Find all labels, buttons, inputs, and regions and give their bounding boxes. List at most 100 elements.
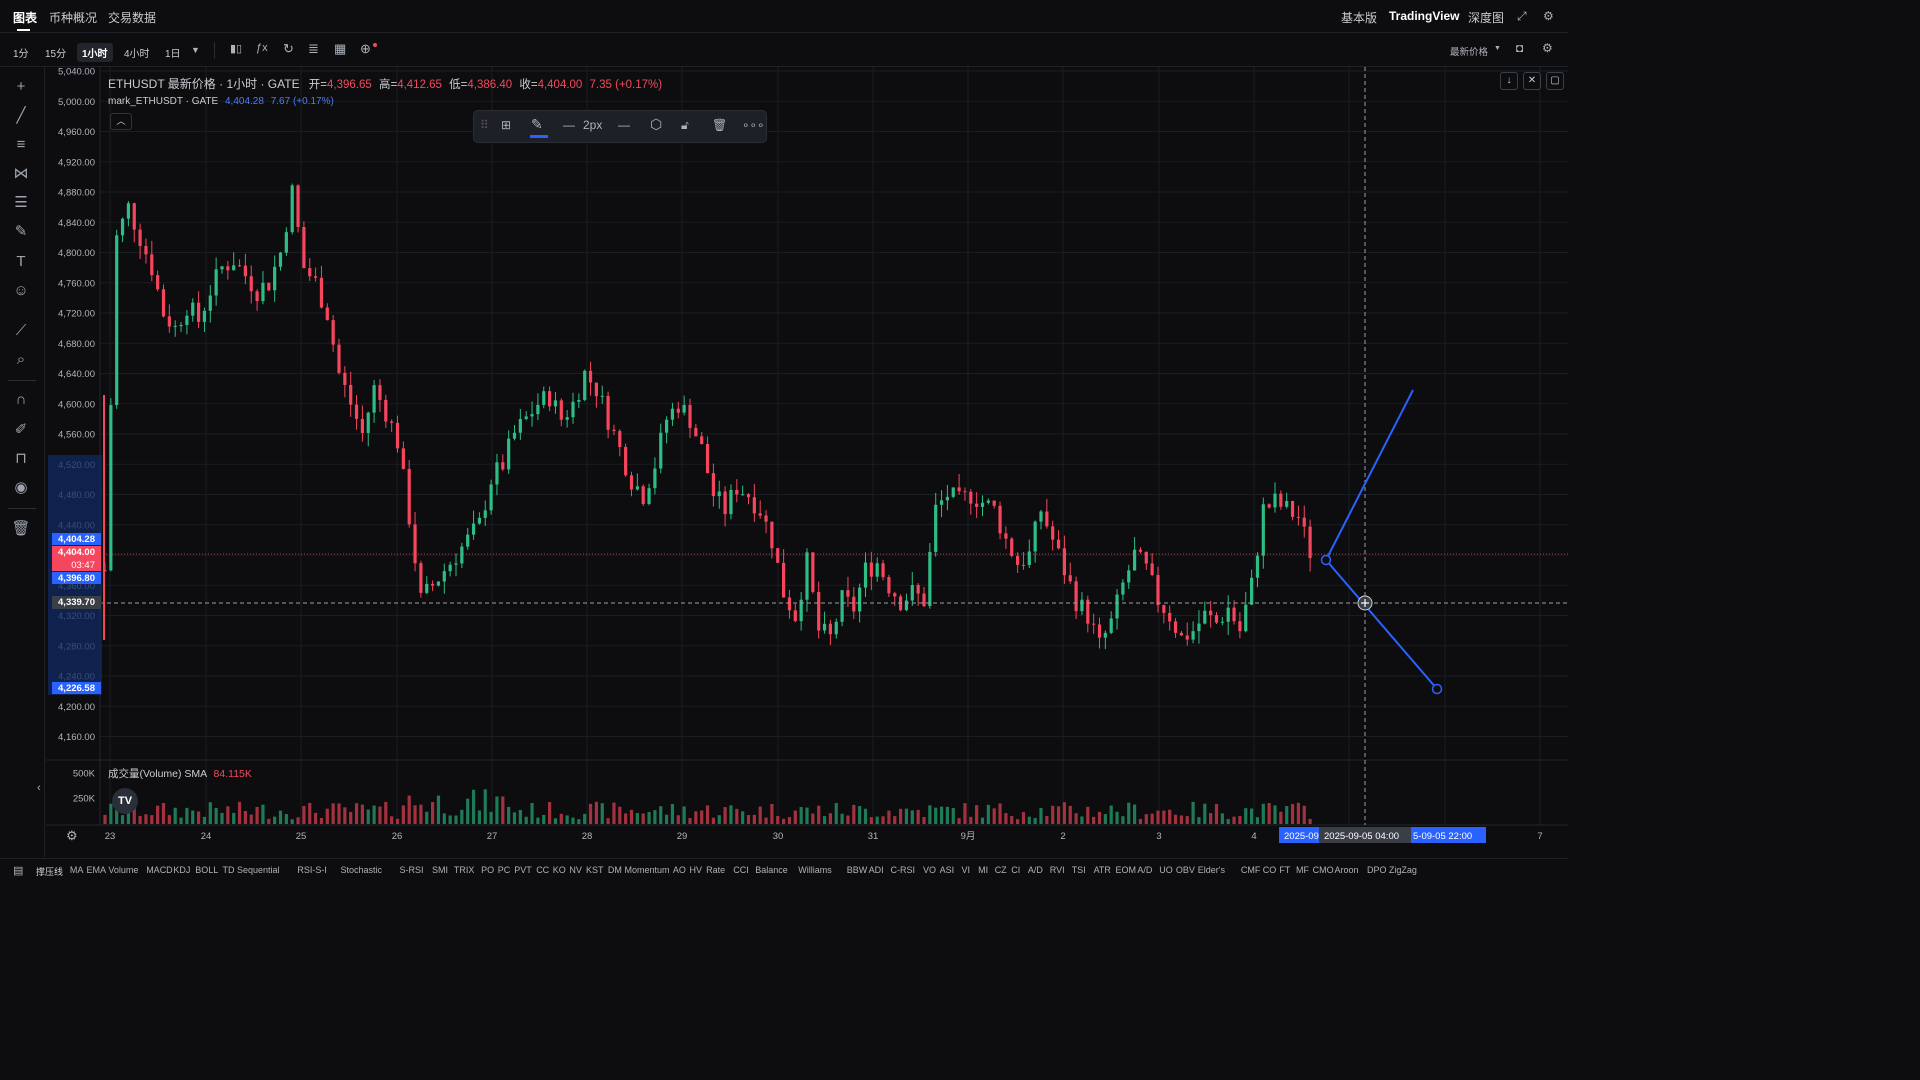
tab-trading-data[interactable]: 交易数据	[108, 11, 157, 25]
indicator-item[interactable]: FT	[1279, 865, 1291, 875]
indicator-item[interactable]: CMF	[1240, 865, 1261, 875]
list-icon[interactable]: ≣	[308, 41, 319, 56]
gear-icon[interactable]: ⚙	[1542, 41, 1553, 55]
zoom-icon[interactable]: ⌕	[16, 351, 26, 368]
lock-drawing-icon[interactable]: ✐	[14, 421, 28, 438]
indicator-item[interactable]: BBW	[846, 865, 868, 875]
alert-plus-icon[interactable]: ⊕	[360, 41, 371, 56]
line-width-icon[interactable]: —	[563, 118, 575, 132]
indicator-item[interactable]: CC	[536, 865, 550, 875]
line-style-icon[interactable]: —	[618, 118, 630, 132]
timeframe-1d[interactable]: 1日	[165, 49, 181, 60]
crosshair-icon[interactable]: +	[16, 78, 26, 95]
pattern-icon[interactable]: ⋈	[13, 165, 29, 182]
indicator-item[interactable]: Volume	[108, 865, 139, 875]
tab-chart[interactable]: 图表	[13, 11, 38, 25]
settings-hex-icon[interactable]: ⬡	[650, 116, 663, 132]
indicator-item[interactable]: Williams	[798, 865, 832, 875]
collapse-icon[interactable]: ✕	[1523, 72, 1541, 90]
indicator-item[interactable]: ASI	[939, 865, 955, 875]
indicator-item[interactable]: CO	[1262, 865, 1277, 875]
timeframe-15m[interactable]: 15分	[45, 49, 67, 60]
indicator-item[interactable]: EMA	[86, 865, 107, 875]
indicator-item[interactable]: 撑压线	[36, 867, 64, 877]
indicator-item[interactable]: UO	[1159, 865, 1173, 875]
timeframe-1h[interactable]: 1小时	[77, 43, 113, 62]
delete-icon[interactable]: 🗑︎	[712, 118, 728, 132]
indicator-item[interactable]: KO	[552, 865, 566, 875]
candle-type-icon[interactable]: ▮▯	[230, 43, 243, 55]
indicator-item[interactable]: MI	[978, 865, 989, 875]
indicator-item[interactable]: MF	[1296, 865, 1309, 875]
unlock-icon[interactable]: 🔓︎	[681, 118, 689, 132]
indicator-item[interactable]: DM	[607, 865, 622, 875]
indicator-item[interactable]: Momentum	[624, 865, 670, 875]
indicator-item[interactable]: RSI-S-I	[297, 865, 327, 875]
indicator-item[interactable]: BOLL	[195, 865, 219, 875]
indicator-item[interactable]: AO	[672, 865, 686, 875]
tab-coin-overview[interactable]: 币种概况	[49, 11, 98, 25]
template-icon[interactable]: ⊞	[501, 118, 512, 132]
indicator-item[interactable]: CI	[1011, 865, 1021, 875]
indicator-item[interactable]: Aroon	[1334, 865, 1359, 875]
indicator-item[interactable]: S-RSI	[399, 865, 424, 875]
volume-label[interactable]: 成交量(Volume) SMA	[108, 768, 207, 780]
horizontal-lines-icon[interactable]: ≡	[16, 136, 26, 153]
indicator-item[interactable]: KST	[586, 865, 604, 875]
indicator-item[interactable]: HV	[689, 865, 703, 875]
tab-basic[interactable]: 基本版	[1341, 11, 1378, 25]
symbol-name[interactable]: ETHUSDT 最新价格 · 1小时 · GATE	[108, 77, 300, 91]
tab-tradingview[interactable]: TradingView	[1389, 9, 1460, 23]
eye-icon[interactable]: ◉	[14, 479, 28, 496]
indicator-item[interactable]: TSI	[1071, 865, 1086, 875]
pencil-color-icon[interactable]: ✎	[531, 116, 543, 132]
indicator-item[interactable]: NV	[569, 865, 582, 875]
text-icon[interactable]: T	[16, 253, 26, 270]
drag-handle-icon[interactable]: ⠿	[480, 118, 489, 132]
indicator-item[interactable]: EOM	[1115, 865, 1137, 875]
indicator-item[interactable]: Elder's	[1197, 865, 1226, 875]
indicator-item[interactable]: OBV	[1175, 865, 1195, 875]
trash-icon[interactable]: 🗑	[11, 520, 31, 537]
chevron-left-icon[interactable]: ‹	[37, 782, 41, 794]
timeframe-4h[interactable]: 4小时	[124, 49, 150, 60]
indicator-item[interactable]: PC	[497, 865, 511, 875]
indicator-item[interactable]: MA	[69, 865, 84, 875]
indicator-item[interactable]: SMI	[432, 865, 449, 875]
indicator-item[interactable]: A/D	[1137, 865, 1153, 875]
indicator-item[interactable]: PVT	[514, 865, 532, 875]
collapse-legend-button[interactable]: ︿	[110, 113, 132, 130]
settings-icon[interactable]: ⚙	[1543, 9, 1554, 23]
indicator-item[interactable]: A/D	[1027, 865, 1043, 875]
fib-icon[interactable]: ☰	[14, 194, 28, 211]
indicator-item[interactable]: Stochastic	[340, 865, 383, 875]
timeframe-1m[interactable]: 1分	[13, 49, 29, 60]
indicator-item[interactable]: TRIX	[453, 865, 475, 875]
ruler-icon[interactable]: ⟋	[15, 322, 27, 339]
indicator-item[interactable]: ADI	[868, 865, 884, 875]
mark-symbol[interactable]: mark_ETHUSDT · GATE	[108, 96, 219, 107]
indicator-item[interactable]: Rate	[706, 865, 726, 875]
lock-icon[interactable]: ⊓	[15, 450, 27, 467]
indicator-item[interactable]: VI	[961, 865, 971, 875]
tradingview-logo[interactable]: TV	[112, 788, 138, 814]
chevron-down-icon[interactable]: ▼	[191, 45, 200, 55]
indicators-icon[interactable]: ƒx	[256, 42, 268, 54]
indicator-item[interactable]: RVI	[1049, 865, 1065, 875]
trendline-icon[interactable]: ╱	[16, 107, 26, 124]
price-type-select[interactable]: 最新价格	[1450, 47, 1489, 58]
chevron-down-icon[interactable]: ▼	[1494, 45, 1501, 52]
timezone-settings-icon[interactable]: ⚙	[66, 828, 78, 843]
fullscreen-icon[interactable]: ▢	[1546, 72, 1564, 90]
indicator-item[interactable]: C-RSI	[890, 865, 916, 875]
indicator-item[interactable]: ATR	[1093, 865, 1111, 875]
camera-icon[interactable]: ◘	[1516, 41, 1524, 55]
indicator-item[interactable]: CMO	[1312, 865, 1334, 875]
indicator-item[interactable]: TD Sequential	[222, 865, 280, 875]
indicator-item[interactable]: CCI	[733, 865, 749, 875]
replay-icon[interactable]: ↻	[283, 41, 294, 56]
indicator-item[interactable]: VO	[923, 865, 937, 875]
price-chart[interactable]: 5,040.00 5,000.00 4,960.00 4,920.00 4,880.00…	[0, 0, 1568, 882]
indicator-item[interactable]: MACD	[146, 865, 173, 875]
more-icon[interactable]: ∘∘∘	[742, 118, 765, 132]
